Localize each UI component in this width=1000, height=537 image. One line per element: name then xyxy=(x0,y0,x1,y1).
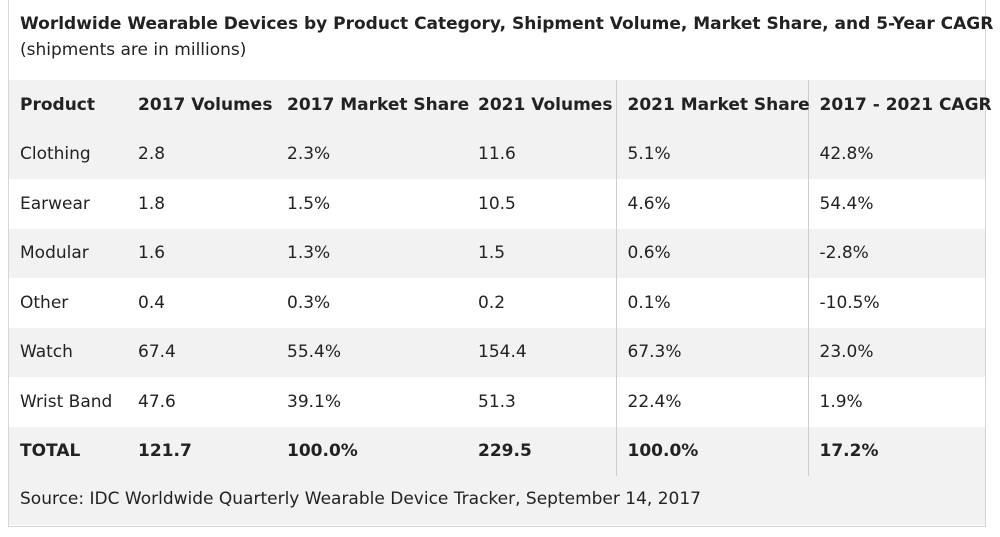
wearables-table: Product 2017 Volumes 2017 Market Share 2… xyxy=(9,80,992,476)
cell-cagr: -10.5% xyxy=(807,278,985,328)
cell-2017-share: 0.3% xyxy=(276,278,467,328)
cell-2017-share: 39.1% xyxy=(276,377,467,427)
cell-2017-share: 1.3% xyxy=(276,228,467,278)
cell-product: TOTAL xyxy=(9,426,127,476)
cell-2021-share: 5.1% xyxy=(615,129,808,179)
cell-2021-volume: 154.4 xyxy=(467,327,616,377)
cell-2021-volume: 0.2 xyxy=(467,278,616,328)
cell-cagr: 1.9% xyxy=(807,377,985,427)
table-row: Earwear 1.8 1.5% 10.5 4.6% 54.4% xyxy=(9,179,985,229)
cell-2017-volume: 47.6 xyxy=(127,377,276,427)
cell-2021-volume: 1.5 xyxy=(467,228,616,278)
cell-2017-share: 55.4% xyxy=(276,327,467,377)
cell-cagr: -2.8% xyxy=(807,228,985,278)
cell-product: Wrist Band xyxy=(9,377,127,427)
source-note: Source: IDC Worldwide Quarterly Wearable… xyxy=(9,476,985,525)
cell-2021-volume: 229.5 xyxy=(467,426,616,476)
cell-2017-share: 1.5% xyxy=(276,179,467,229)
header-row: Product 2017 Volumes 2017 Market Share 2… xyxy=(9,80,992,130)
cell-2021-volume: 51.3 xyxy=(467,377,616,427)
cell-product: Clothing xyxy=(9,129,127,179)
cell-2017-volume: 67.4 xyxy=(127,327,276,377)
table-row: Clothing 2.8 2.3% 11.6 5.1% 42.8% xyxy=(9,129,985,179)
table-row: Wrist Band 47.6 39.1% 51.3 22.4% 1.9% xyxy=(9,377,985,427)
cell-cagr: 23.0% xyxy=(807,327,985,377)
column-header-2017-volumes: 2017 Volumes xyxy=(127,80,276,130)
cell-2021-share: 0.6% xyxy=(615,228,808,278)
cell-product: Other xyxy=(9,278,127,328)
table-row: Modular 1.6 1.3% 1.5 0.6% -2.8% xyxy=(9,228,985,278)
cell-product: Earwear xyxy=(9,179,127,229)
table-row: Other 0.4 0.3% 0.2 0.1% -10.5% xyxy=(9,278,985,328)
table-title: Worldwide Wearable Devices by Product Ca… xyxy=(20,14,994,34)
table-row: Watch 67.4 55.4% 154.4 67.3% 23.0% xyxy=(9,327,985,377)
cell-2021-volume: 11.6 xyxy=(467,129,616,179)
cell-product: Watch xyxy=(9,327,127,377)
cell-2021-share: 67.3% xyxy=(615,327,808,377)
cell-2017-volume: 1.8 xyxy=(127,179,276,229)
cell-cagr: 17.2% xyxy=(807,426,985,476)
column-header-product: Product xyxy=(9,80,127,130)
cell-2017-volume: 121.7 xyxy=(127,426,276,476)
cell-2021-share: 22.4% xyxy=(615,377,808,427)
table-subtitle: (shipments are in millions) xyxy=(20,40,247,60)
cell-product: Modular xyxy=(9,228,127,278)
cell-2021-volume: 10.5 xyxy=(467,179,616,229)
column-header-2021-market-share: 2021 Market Share xyxy=(615,80,810,130)
cell-2017-share: 2.3% xyxy=(276,129,467,179)
cell-2021-share: 4.6% xyxy=(615,179,808,229)
cell-cagr: 54.4% xyxy=(807,179,985,229)
column-header-2021-volumes: 2021 Volumes xyxy=(467,80,616,130)
total-row: TOTAL 121.7 100.0% 229.5 100.0% 17.2% xyxy=(9,426,985,476)
cell-2017-volume: 2.8 xyxy=(127,129,276,179)
column-header-2017-market-share: 2017 Market Share xyxy=(276,80,469,130)
cell-2017-share: 100.0% xyxy=(276,426,467,476)
column-header-cagr: 2017 - 2021 CAGR xyxy=(807,80,992,130)
cell-2021-share: 0.1% xyxy=(615,278,808,328)
cell-2017-volume: 0.4 xyxy=(127,278,276,328)
table-card: Worldwide Wearable Devices by Product Ca… xyxy=(8,0,994,527)
cell-2017-volume: 1.6 xyxy=(127,228,276,278)
table-caption: Worldwide Wearable Devices by Product Ca… xyxy=(9,0,994,80)
cell-cagr: 42.8% xyxy=(807,129,985,179)
cell-2021-share: 100.0% xyxy=(615,426,808,476)
